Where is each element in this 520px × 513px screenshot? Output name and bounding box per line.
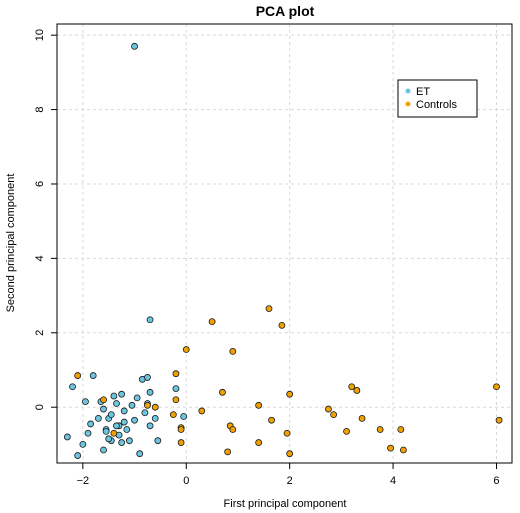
point-controls xyxy=(265,305,273,313)
point-controls xyxy=(278,321,286,329)
point-et xyxy=(141,409,149,417)
y-axis-label: Second principal component xyxy=(5,174,17,313)
point-controls xyxy=(268,416,275,424)
point-controls xyxy=(387,444,394,452)
plot-frame xyxy=(56,23,513,464)
point-controls xyxy=(110,429,118,437)
point-controls xyxy=(348,383,356,391)
point-controls xyxy=(493,383,500,391)
y-tick-label: 0 xyxy=(34,404,46,410)
point-controls xyxy=(172,396,180,404)
point-et xyxy=(120,418,128,426)
y-tick-label: 8 xyxy=(34,107,46,113)
point-et xyxy=(146,388,154,396)
point-et xyxy=(87,420,95,428)
point-et xyxy=(100,446,107,454)
x-axis-label: First principal component xyxy=(224,498,347,510)
point-controls xyxy=(376,426,384,433)
point-controls xyxy=(177,439,185,446)
point-et xyxy=(118,390,126,398)
point-controls xyxy=(151,403,159,411)
y-axis: 0 2 4 6 8 10 xyxy=(34,29,57,410)
point-controls xyxy=(358,414,366,422)
point-et xyxy=(128,401,136,409)
point-et xyxy=(79,440,87,448)
legend-label-controls: Controls xyxy=(416,99,457,111)
point-controls xyxy=(100,396,107,404)
point-et xyxy=(100,405,107,413)
point-controls xyxy=(229,426,237,433)
point-et xyxy=(172,385,180,392)
point-et xyxy=(131,42,138,50)
point-controls xyxy=(229,347,237,355)
point-controls xyxy=(255,439,263,446)
point-controls xyxy=(286,390,294,398)
point-controls xyxy=(198,407,206,415)
y-tick-label: 10 xyxy=(34,29,46,41)
y-tick-label: 4 xyxy=(34,255,46,261)
point-et xyxy=(113,400,120,407)
point-controls xyxy=(255,401,263,409)
point-controls xyxy=(397,426,405,433)
point-et xyxy=(125,437,133,445)
point-controls xyxy=(172,370,180,378)
point-controls xyxy=(283,429,291,437)
point-controls xyxy=(325,405,332,413)
x-tick-label: 0 xyxy=(183,475,189,487)
point-controls xyxy=(182,346,190,353)
point-controls xyxy=(224,448,232,456)
point-et xyxy=(102,427,110,435)
point-controls xyxy=(400,446,407,454)
point-et xyxy=(154,437,162,445)
data-points xyxy=(63,42,503,459)
point-et xyxy=(110,392,118,400)
legend-label-et: ET xyxy=(416,86,430,98)
point-et xyxy=(118,439,126,446)
point-et xyxy=(94,414,102,422)
point-et xyxy=(113,422,120,430)
point-controls xyxy=(286,450,294,458)
point-controls xyxy=(177,426,185,433)
x-tick-label: −2 xyxy=(77,475,90,487)
point-et xyxy=(105,435,113,443)
point-controls xyxy=(74,372,82,379)
x-tick-label: 6 xyxy=(493,475,499,487)
x-tick-label: 2 xyxy=(287,475,293,487)
point-et xyxy=(89,372,97,379)
point-controls xyxy=(495,416,503,424)
point-controls xyxy=(208,318,216,326)
x-axis: −2 0 2 4 6 xyxy=(77,463,500,487)
point-et xyxy=(123,426,131,433)
point-et xyxy=(107,411,115,419)
point-et xyxy=(63,433,71,441)
point-et xyxy=(144,374,151,381)
point-et xyxy=(131,416,138,424)
point-et xyxy=(146,316,154,324)
point-et xyxy=(74,452,82,459)
point-et xyxy=(120,407,128,415)
legend-marker-et xyxy=(405,88,411,94)
point-controls xyxy=(169,411,177,419)
legend-marker-controls xyxy=(405,101,411,107)
legend-box xyxy=(397,79,478,118)
point-controls xyxy=(330,411,338,419)
point-controls xyxy=(343,427,350,435)
point-controls xyxy=(219,388,226,396)
point-et xyxy=(133,394,141,402)
x-tick-label: 4 xyxy=(390,475,396,487)
y-tick-label: 2 xyxy=(34,330,46,336)
y-tick-label: 6 xyxy=(34,181,46,187)
point-et xyxy=(180,413,188,420)
point-et xyxy=(136,450,144,458)
chart-title: PCA plot xyxy=(256,3,315,19)
point-controls xyxy=(144,401,151,409)
point-et xyxy=(84,429,92,437)
point-et xyxy=(151,414,159,422)
point-et xyxy=(69,383,76,391)
point-et xyxy=(82,398,89,406)
point-et xyxy=(146,422,154,430)
point-controls xyxy=(353,387,361,394)
